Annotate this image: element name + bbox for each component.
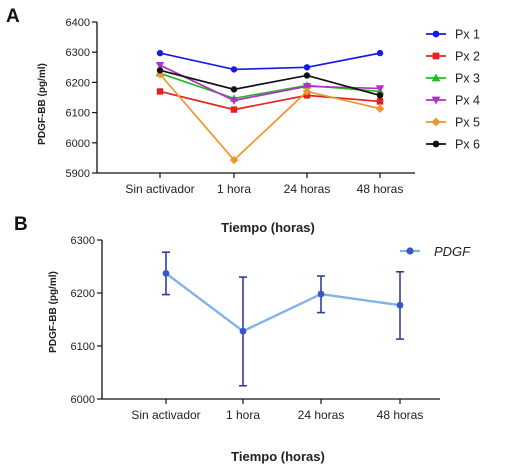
panel-b-series-line — [165, 272, 401, 333]
panel-a-data-point — [156, 88, 164, 95]
legend-a-swatch-marker — [431, 117, 441, 127]
panel-a-data-point — [303, 64, 311, 71]
panel-a-data-point — [376, 92, 384, 99]
panel-a-series-line — [159, 73, 381, 162]
panel-b-y-tick-label: 6300 — [71, 235, 95, 247]
panel-a-y-tick-label: 6300 — [66, 47, 90, 59]
panel-a-data-point — [375, 85, 385, 93]
panel-a-data-point — [230, 66, 238, 73]
legend-a-label: Px 1 — [455, 28, 480, 42]
panel-b-x-tick-label: Sin activador — [131, 408, 200, 422]
panel-a-y-axis-label: PDGF-BB (pg/ml) — [37, 63, 48, 145]
panel-b-x-axis-label: Tiempo (horas) — [231, 449, 325, 464]
panel-a-x-tick-label: Sin activador — [125, 182, 194, 196]
panel-a-data-point — [229, 97, 239, 105]
panel-b-x-tick-label: 48 horas — [377, 408, 424, 422]
panel-b-y-tick-label: 6100 — [71, 341, 95, 353]
panel-a-data-point — [229, 155, 239, 165]
panel-b-x-tick-label: 1 hora — [226, 408, 260, 422]
legend-a-label: Px 6 — [455, 138, 480, 152]
legend-a-swatch-marker — [431, 96, 441, 105]
panel-a-series-line — [159, 72, 381, 100]
panel-a-x-axis-label: Tiempo (horas) — [221, 220, 315, 235]
legend-a-label: Px 2 — [455, 50, 480, 64]
panel-a-data-point — [375, 104, 385, 113]
panel-a-y-tick-label: 6400 — [66, 17, 90, 29]
legend-a-swatch-marker — [432, 30, 440, 38]
panel-a-data-point — [302, 83, 312, 91]
panel-b-label: B — [14, 214, 28, 235]
panel-a-chart: 5900 6000 6100 6200 6300 6400 Sin activador 1 h… — [66, 17, 415, 196]
panel-a-series-line — [159, 52, 381, 71]
panel-b-data-point — [239, 327, 247, 335]
panel-a-series-line — [159, 69, 381, 97]
panel-a-series-line — [159, 90, 381, 111]
panel-a-data-point — [230, 106, 238, 113]
panel-a-data-point — [303, 72, 311, 79]
panel-a-y-tick-label: 5900 — [66, 168, 90, 180]
panel-a-data-point — [230, 86, 238, 93]
panel-b-x-tick-label: 24 horas — [298, 408, 345, 422]
panel-a-data-point — [302, 87, 312, 96]
panel-a-x-tick-label: 24 horas — [284, 182, 331, 196]
panel-a-x-tick-label: 1 hora — [217, 182, 251, 196]
panel-a-label: A — [6, 6, 20, 27]
legend-a-swatch-marker — [432, 140, 440, 148]
panel-a-data-point — [155, 61, 165, 70]
panel-b-y-tick-label: 6200 — [71, 288, 95, 300]
panel-b-data-point — [162, 269, 170, 277]
panel-b-y-axis-label: PDGF-BB (pg/ml) — [48, 271, 59, 353]
panel-b-data-point — [396, 301, 404, 309]
panel-a-data-point — [376, 98, 384, 105]
panel-b-data-point — [317, 290, 325, 298]
legend-a-label: Px 3 — [455, 72, 480, 86]
panel-a-y-tick-label: 6200 — [66, 77, 90, 89]
panel-a-legend: Px 1 Px 2 Px 3 Px 4 Px 5 Px 6 — [426, 28, 480, 152]
panel-a-series-line — [159, 64, 381, 102]
panel-b-y-tick-label: 6000 — [71, 394, 95, 406]
panel-a-data-point — [376, 49, 384, 57]
panel-b-legend: PDGF — [400, 244, 471, 259]
legend-a-label: Px 4 — [455, 94, 480, 108]
legend-a-swatch-marker — [431, 73, 441, 82]
panel-a-data-point — [156, 49, 164, 57]
panel-a-y-tick-label: 6100 — [66, 108, 90, 120]
legend-a-label: Px 5 — [455, 116, 480, 130]
legend-b-label: PDGF — [434, 244, 471, 259]
legend-b-swatch-marker — [406, 247, 414, 255]
legend-a-swatch-marker — [432, 52, 440, 60]
panel-a-data-point — [156, 67, 164, 74]
panel-a-data-point — [155, 70, 165, 79]
panel-a-y-tick-label: 6000 — [66, 138, 90, 150]
panel-b-chart: 6000 6100 6200 6300 Sin activador 1 hora 24 ho… — [71, 235, 440, 422]
panel-a-x-tick-label: 48 horas — [357, 182, 404, 196]
